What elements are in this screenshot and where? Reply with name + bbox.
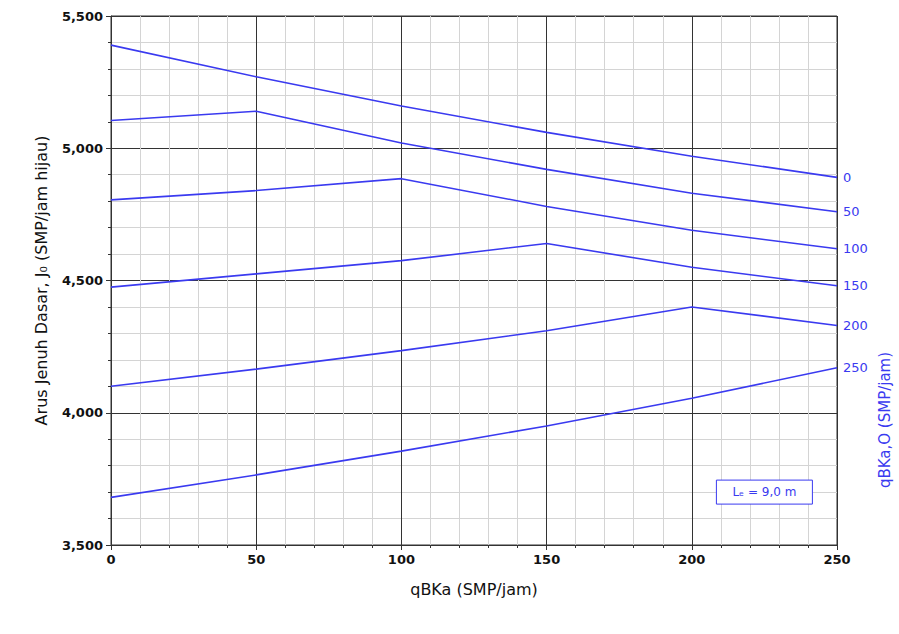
svg-text:qBKa,O (SMP/jam): qBKa,O (SMP/jam)	[876, 352, 894, 488]
svg-text:100: 100	[843, 241, 868, 256]
svg-text:3,500: 3,500	[62, 538, 103, 553]
svg-text:Arus Jenuh Dasar, J₀ (SMP/jam: Arus Jenuh Dasar, J₀ (SMP/jam hijau)	[32, 136, 51, 426]
svg-text:150: 150	[533, 552, 560, 567]
svg-text:200: 200	[843, 318, 868, 333]
svg-text:50: 50	[843, 204, 860, 219]
svg-text:0: 0	[106, 552, 115, 567]
svg-text:250: 250	[823, 552, 850, 567]
svg-text:0: 0	[843, 170, 851, 185]
svg-text:50: 50	[247, 552, 265, 567]
svg-text:4,500: 4,500	[62, 273, 103, 288]
svg-text:200: 200	[678, 552, 705, 567]
svg-text:150: 150	[843, 278, 868, 293]
svg-text:5,500: 5,500	[62, 9, 103, 24]
svg-text:4,000: 4,000	[62, 405, 103, 420]
svg-text:qBKa (SMP/jam): qBKa (SMP/jam)	[410, 580, 538, 599]
svg-text:250: 250	[843, 360, 868, 375]
svg-text:100: 100	[388, 552, 415, 567]
svg-text:5,000: 5,000	[62, 141, 103, 156]
svg-text:Lₑ = 9,0 m: Lₑ = 9,0 m	[732, 485, 796, 499]
